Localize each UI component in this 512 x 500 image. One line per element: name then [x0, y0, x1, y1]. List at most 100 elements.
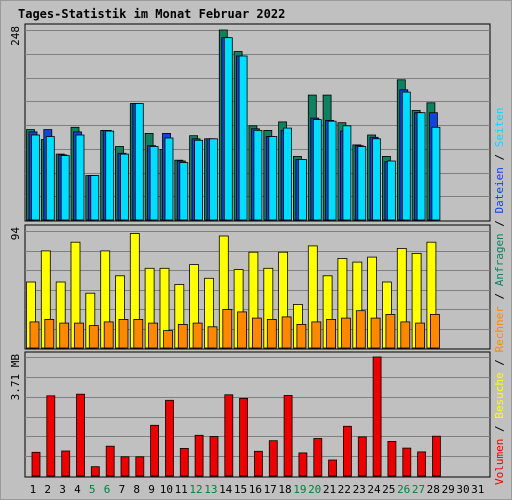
seiten-bar-day-6	[105, 130, 115, 221]
seiten-bar-day-2	[45, 136, 55, 221]
volumen-bar-day-11	[179, 447, 189, 477]
seiten-bar-day-13	[209, 138, 218, 221]
legend-besuche: Besuche	[493, 372, 506, 418]
legend-separator: /	[493, 419, 506, 439]
volumen-bar-day-7	[120, 456, 130, 477]
chart-panels: 248 94 3.71 MB	[9, 23, 491, 478]
y-max-label: 248	[9, 26, 22, 46]
seiten-bar-day-12	[194, 139, 204, 221]
volumen-bar-day-6	[105, 445, 115, 477]
seiten-bar-day-18	[283, 127, 293, 221]
legend-rechner: Rechner	[493, 306, 506, 353]
x-tick-label: 28	[427, 483, 440, 496]
x-tick-label: 21	[323, 483, 336, 496]
x-tick-label: 26	[397, 483, 410, 496]
rechner-bar-day-24	[370, 317, 381, 349]
rechner-bar-day-19	[296, 323, 307, 349]
volumen-bar-day-25	[387, 440, 397, 477]
rechner-bar-day-4	[74, 322, 84, 349]
x-tick-label: 2	[44, 483, 51, 496]
seiten-bar-day-7	[120, 153, 129, 221]
volumen-bar-day-10	[165, 399, 174, 477]
rechner-bar-day-20	[311, 321, 322, 349]
rechner-bar-day-8	[133, 318, 144, 349]
x-tick-label: 6	[104, 483, 111, 496]
legend-anfragen: Anfragen	[493, 233, 506, 286]
rechner-bar-day-12	[192, 322, 203, 349]
x-tick-label: 9	[148, 483, 155, 496]
volumen-bar-day-3	[61, 450, 71, 477]
seiten-bar-day-20	[312, 119, 322, 221]
x-tick-label: 14	[219, 483, 233, 496]
x-tick-label: 4	[74, 483, 81, 496]
volumen-bar-day-15	[239, 397, 249, 477]
seiten-bar-day-8	[134, 103, 144, 221]
rechner-bar-day-16	[251, 317, 262, 349]
volumen-bar-day-26	[402, 447, 412, 477]
x-tick-label: 22	[338, 483, 351, 496]
volumen-bar-day-14	[224, 394, 234, 477]
rechner-bar-day-7	[118, 318, 129, 349]
seiten-bar-day-25	[386, 160, 396, 221]
seiten-bar-day-22	[342, 125, 352, 221]
seiten-bar-day-17	[268, 136, 278, 221]
volumen-bar-day-16	[253, 450, 263, 477]
requests-panel: 248	[9, 23, 491, 222]
x-tick-label: 16	[249, 483, 262, 496]
seiten-bar-day-14	[223, 37, 233, 221]
volumen-bar-day-9	[150, 424, 160, 477]
x-tick-label: 30	[456, 483, 469, 496]
y-max-label: 94	[9, 227, 22, 241]
seiten-bar-day-19	[297, 159, 307, 221]
volume-panel: 3.71 MB	[9, 351, 491, 478]
volumen-bar-day-21	[328, 459, 338, 477]
rechner-bar-day-15	[237, 311, 248, 349]
volumen-bar-day-18	[283, 395, 293, 477]
y-max-label: 3.71 MB	[9, 354, 22, 401]
x-tick-label: 15	[234, 483, 247, 496]
rechner-bar-day-28	[429, 313, 440, 349]
volumen-bar-day-4	[76, 393, 85, 477]
seiten-bar-day-4	[75, 134, 85, 221]
seiten-bar-day-9	[149, 146, 159, 221]
legend-volumen: Volumen	[493, 439, 506, 485]
x-tick-label: 23	[353, 483, 366, 496]
rechner-bar-day-25	[385, 313, 396, 349]
volumen-bar-day-13	[209, 436, 219, 477]
seiten-bar-day-26	[401, 91, 411, 221]
legend-separator: /	[493, 286, 506, 306]
rechner-bar-day-22	[340, 317, 351, 349]
x-tick-label: 7	[119, 483, 126, 496]
volumen-bar-day-1	[31, 451, 41, 477]
rechner-bar-day-18	[281, 316, 292, 349]
rechner-bar-day-6	[103, 321, 114, 349]
legend-separator: /	[493, 147, 506, 167]
seiten-bar-day-28	[431, 126, 441, 221]
x-tick-label: 11	[175, 483, 188, 496]
volumen-bar-day-2	[46, 395, 56, 477]
seiten-bar-day-24	[372, 138, 382, 221]
x-tick-label: 31	[471, 483, 484, 496]
x-tick-label: 8	[133, 483, 140, 496]
x-tick-label: 10	[160, 483, 173, 496]
rechner-bar-day-14	[222, 308, 233, 349]
x-tick-label: 29	[442, 483, 455, 496]
rechner-bar-day-21	[326, 318, 337, 349]
x-tick-label: 18	[278, 483, 291, 496]
x-tick-label: 12	[189, 483, 202, 496]
seiten-bar-day-1	[31, 134, 40, 221]
x-tick-label: 3	[59, 483, 66, 496]
legend-dateien: Dateien	[493, 167, 506, 213]
rechner-bar-day-5	[88, 325, 99, 349]
rechner-bar-day-26	[400, 321, 411, 349]
volumen-bar-day-5	[90, 466, 100, 477]
rechner-bar-day-2	[44, 318, 55, 349]
x-tick-label: 17	[264, 483, 277, 496]
x-tick-label: 1	[30, 483, 37, 496]
legend-seiten: Seiten	[493, 107, 506, 147]
chart-title: Tages-Statistik im Monat Februar 2022	[18, 7, 285, 21]
x-tick-label: 25	[382, 483, 395, 496]
legend: Volumen / Besuche / Rechner / Anfragen /…	[493, 107, 506, 485]
rechner-bar-day-13	[207, 326, 218, 349]
